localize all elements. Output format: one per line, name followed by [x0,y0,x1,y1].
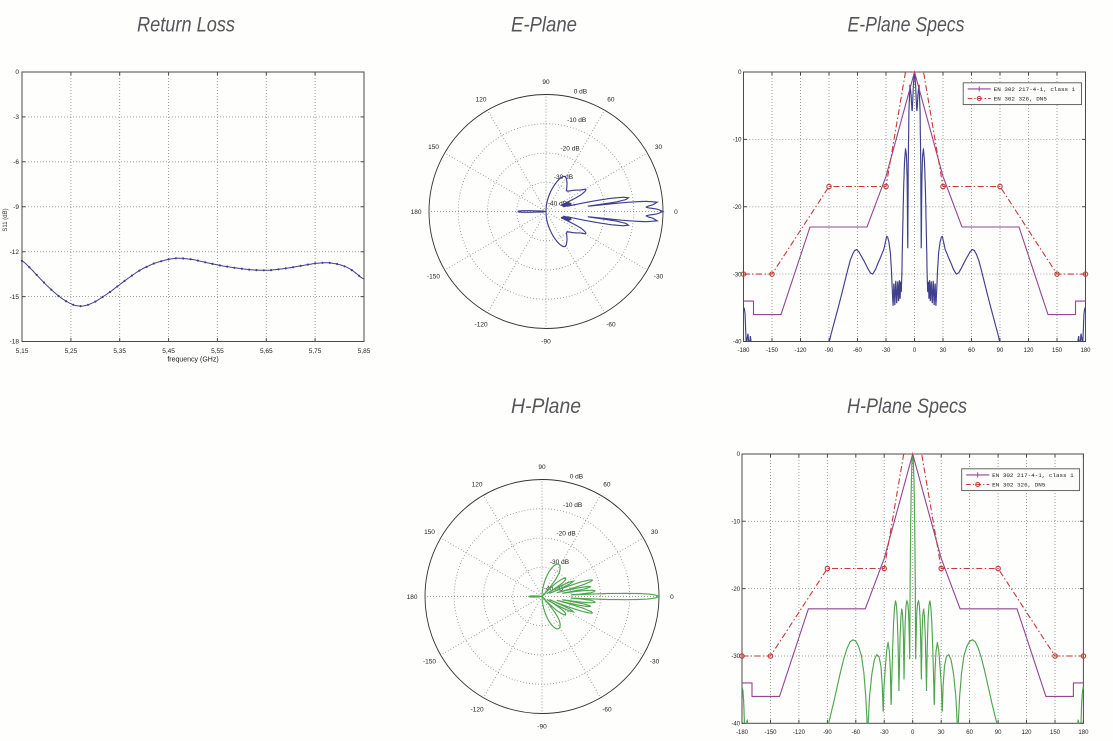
svg-text:EN 302 326, DN5: EN 302 326, DN5 [992,482,1046,489]
svg-text:-3: -3 [13,114,19,121]
svg-text:-180: -180 [736,730,749,736]
svg-text:-120: -120 [794,348,807,354]
svg-text:-9: -9 [13,204,19,211]
svg-text:5,65: 5,65 [260,348,273,355]
svg-text:EN 302 217-4-1, class 1: EN 302 217-4-1, class 1 [992,472,1074,479]
svg-text:-20 dB: -20 dB [561,146,580,153]
svg-text:60: 60 [603,481,611,488]
svg-text:-60: -60 [851,730,860,736]
svg-text:180: 180 [411,209,422,216]
svg-text:-30: -30 [650,659,660,666]
svg-text:-30: -30 [654,274,664,281]
svg-text:5,35: 5,35 [113,348,126,355]
svg-text:-120: -120 [793,730,806,736]
svg-text:60: 60 [607,96,615,103]
svg-text:0: 0 [738,70,742,76]
svg-text:150: 150 [424,529,435,536]
svg-text:EN 302 326, DN5: EN 302 326, DN5 [994,96,1048,103]
svg-text:5,55: 5,55 [211,348,224,355]
svg-text:-150: -150 [764,730,777,736]
svg-text:-60: -60 [853,348,862,354]
svg-text:150: 150 [428,144,439,151]
svg-text:120: 120 [1021,730,1032,736]
svg-text:S11 (dB): S11 (dB) [3,208,9,231]
svg-text:5,25: 5,25 [65,348,78,355]
svg-text:5,15: 5,15 [16,348,29,355]
svg-text:0: 0 [911,730,915,736]
svg-text:0 dB: 0 dB [574,89,587,96]
svg-text:-30: -30 [733,272,742,278]
svg-text:EN 302 217-4-1, class 1: EN 302 217-4-1, class 1 [994,86,1076,93]
svg-text:E-Plane: E-Plane [511,14,577,37]
svg-text:30: 30 [651,529,659,536]
svg-text:-90: -90 [825,348,834,354]
svg-text:H-Plane Specs: H-Plane Specs [847,395,967,418]
svg-text:90: 90 [542,79,550,86]
svg-text:-12: -12 [10,249,20,256]
svg-text:-150: -150 [766,348,779,354]
svg-text:5,75: 5,75 [309,348,322,355]
svg-text:0: 0 [737,452,741,458]
svg-text:0: 0 [670,594,674,601]
svg-text:-10: -10 [733,138,742,144]
svg-text:120: 120 [1023,348,1034,354]
svg-text:90: 90 [995,730,1002,736]
svg-text:-40 dB: -40 dB [548,200,567,207]
svg-text:H-Plane: H-Plane [511,395,581,418]
svg-text:120: 120 [476,96,487,103]
svg-text:-18: -18 [10,339,20,346]
svg-text:30: 30 [940,348,947,354]
svg-text:-150: -150 [427,274,440,281]
svg-text:-90: -90 [541,339,551,346]
svg-text:30: 30 [938,730,945,736]
svg-text:-60: -60 [606,321,616,328]
svg-text:-30: -30 [880,730,889,736]
svg-text:-30: -30 [882,348,891,354]
svg-text:-60: -60 [602,706,612,713]
svg-text:5,45: 5,45 [162,348,175,355]
svg-text:-30 dB: -30 dB [550,559,569,566]
svg-text:-20: -20 [731,587,740,593]
svg-text:-30 dB: -30 dB [554,174,573,181]
svg-text:-90: -90 [537,724,547,731]
svg-text:180: 180 [1080,348,1091,354]
svg-text:-6: -6 [13,159,19,166]
svg-text:-10 dB: -10 dB [567,117,586,124]
svg-text:180: 180 [407,594,418,601]
svg-text:-180: -180 [737,348,750,354]
svg-text:-120: -120 [475,321,488,328]
svg-text:-90: -90 [823,730,832,736]
svg-text:-20: -20 [733,205,742,211]
svg-text:0: 0 [913,348,917,354]
svg-text:-150: -150 [423,659,436,666]
svg-text:60: 60 [968,348,975,354]
svg-text:60: 60 [966,730,973,736]
svg-text:5,85: 5,85 [358,348,371,355]
svg-text:90: 90 [538,464,546,471]
svg-text:-40: -40 [731,722,740,728]
svg-text:0 dB: 0 dB [570,474,583,481]
svg-text:-40: -40 [733,340,742,346]
svg-text:90: 90 [997,348,1004,354]
svg-text:-10 dB: -10 dB [563,502,582,509]
svg-text:-120: -120 [471,706,484,713]
svg-text:120: 120 [472,481,483,488]
svg-text:-20 dB: -20 dB [557,531,576,538]
svg-text:-10: -10 [731,520,740,526]
svg-text:150: 150 [1050,730,1061,736]
svg-text:0: 0 [674,209,678,216]
svg-text:frequency (GHz): frequency (GHz) [167,357,218,364]
svg-text:30: 30 [655,144,663,151]
svg-text:180: 180 [1078,730,1089,736]
svg-text:Return Loss: Return Loss [137,14,235,37]
svg-text:0: 0 [15,69,19,76]
svg-text:-15: -15 [10,294,20,301]
svg-text:E-Plane Specs: E-Plane Specs [848,14,965,37]
svg-text:150: 150 [1052,348,1063,354]
svg-text:-30: -30 [731,654,740,660]
